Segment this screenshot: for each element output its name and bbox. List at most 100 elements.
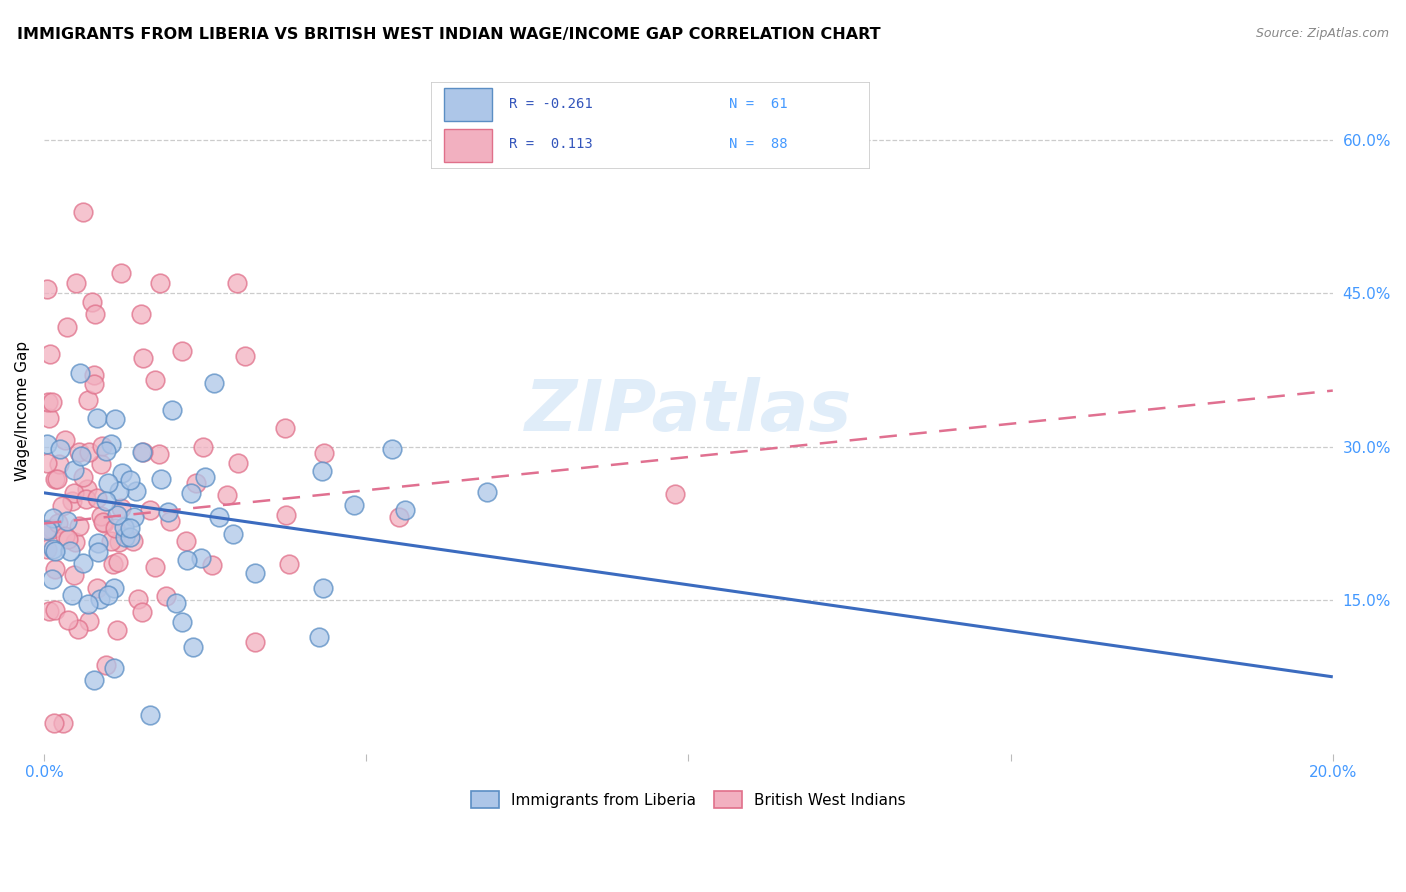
- Point: [114, 530, 136, 544]
- Point: [125, 483, 148, 498]
- Point: [37, 394, 59, 409]
- Point: [46, 472, 69, 486]
- Point: [149, 277, 172, 291]
- Point: [194, 470, 217, 484]
- Point: [91, 439, 114, 453]
- Point: [56, 532, 79, 546]
- Point: [107, 534, 129, 549]
- Point: [60, 494, 83, 508]
- Point: [226, 277, 249, 291]
- Point: [122, 509, 145, 524]
- Point: [100, 437, 122, 451]
- Point: [274, 508, 297, 522]
- Point: [105, 623, 128, 637]
- Point: [170, 343, 193, 358]
- Point: [44, 544, 66, 558]
- Point: [118, 473, 141, 487]
- Point: [101, 557, 124, 571]
- Point: [55, 320, 77, 334]
- Point: [201, 558, 224, 573]
- Point: [83, 376, 105, 391]
- Point: [80, 294, 103, 309]
- Point: [235, 349, 257, 363]
- Point: [181, 640, 204, 654]
- Point: [72, 470, 94, 484]
- Point: [664, 487, 686, 501]
- Point: [170, 615, 193, 629]
- Point: [131, 606, 153, 620]
- Point: [107, 555, 129, 569]
- Point: [388, 509, 411, 524]
- Point: [65, 277, 87, 291]
- Point: [41, 522, 63, 536]
- Point: [63, 534, 86, 549]
- Point: [49, 442, 72, 456]
- Point: [76, 482, 98, 496]
- Point: [110, 501, 132, 516]
- Point: [159, 515, 181, 529]
- Point: [46, 516, 69, 530]
- Point: [108, 484, 131, 499]
- Point: [145, 373, 167, 387]
- Point: [180, 486, 202, 500]
- Point: [105, 508, 128, 522]
- Point: [148, 447, 170, 461]
- Point: [38, 411, 60, 425]
- Point: [86, 581, 108, 595]
- Point: [131, 444, 153, 458]
- Point: [120, 521, 142, 535]
- Point: [97, 476, 120, 491]
- Point: [37, 542, 59, 557]
- Point: [90, 508, 112, 523]
- Point: [202, 376, 225, 390]
- Text: ZIPatlas: ZIPatlas: [524, 376, 852, 445]
- Point: [37, 523, 59, 537]
- Point: [122, 534, 145, 549]
- Point: [157, 505, 180, 519]
- Point: [56, 515, 79, 529]
- Point: [475, 485, 498, 500]
- Point: [274, 420, 297, 434]
- Point: [55, 434, 77, 448]
- Point: [67, 445, 90, 459]
- Point: [243, 566, 266, 580]
- Point: [44, 603, 66, 617]
- Point: [59, 544, 82, 558]
- Point: [42, 511, 65, 525]
- Point: [63, 568, 86, 582]
- Point: [72, 204, 94, 219]
- Point: [131, 445, 153, 459]
- Point: [86, 491, 108, 506]
- Point: [72, 556, 94, 570]
- Point: [56, 613, 79, 627]
- Point: [62, 486, 84, 500]
- Point: [83, 673, 105, 688]
- Point: [381, 442, 404, 457]
- Point: [103, 660, 125, 674]
- Point: [38, 604, 60, 618]
- Point: [314, 446, 336, 460]
- Point: [215, 488, 238, 502]
- Point: [103, 581, 125, 595]
- Point: [37, 282, 59, 296]
- Point: [37, 456, 59, 470]
- Point: [118, 530, 141, 544]
- Point: [226, 456, 249, 470]
- Point: [67, 623, 90, 637]
- Point: [100, 533, 122, 548]
- Point: [76, 597, 98, 611]
- Text: IMMIGRANTS FROM LIBERIA VS BRITISH WEST INDIAN WAGE/INCOME GAP CORRELATION CHART: IMMIGRANTS FROM LIBERIA VS BRITISH WEST …: [17, 27, 880, 42]
- Point: [48, 457, 70, 471]
- Point: [76, 393, 98, 408]
- Text: Source: ZipAtlas.com: Source: ZipAtlas.com: [1256, 27, 1389, 40]
- Point: [343, 499, 366, 513]
- Point: [139, 503, 162, 517]
- Point: [41, 542, 63, 557]
- Point: [63, 463, 86, 477]
- Y-axis label: Wage/Income Gap: Wage/Income Gap: [15, 341, 30, 481]
- Point: [83, 368, 105, 383]
- Point: [86, 411, 108, 425]
- Point: [94, 494, 117, 508]
- Point: [278, 558, 301, 572]
- Point: [44, 562, 66, 576]
